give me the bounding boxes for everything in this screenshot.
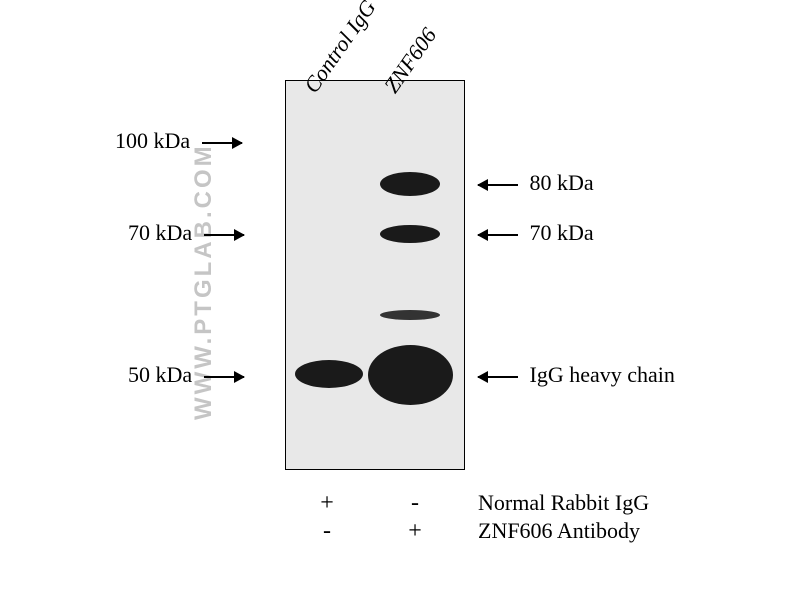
mw-right-igg: IgG heavy chain <box>478 362 675 388</box>
band-faint <box>380 310 440 320</box>
cond-r2c1: - <box>312 518 342 545</box>
cond-r1c1: + <box>312 490 342 517</box>
mw-left-100-label: 100 kDa <box>115 128 190 153</box>
band-igg-heavy-lane2 <box>368 345 453 405</box>
mw-right-70-label: 70 kDa <box>530 220 594 245</box>
arrow-icon <box>204 376 244 378</box>
cond-r2-label: ZNF606 Antibody <box>478 518 640 544</box>
western-blot-figure: WWW.PTGLAB.COM Control IgG ZNF606 100 kD… <box>0 0 800 600</box>
arrow-icon <box>204 234 244 236</box>
mw-left-100: 100 kDa <box>115 128 242 154</box>
cond-r1-label: Normal Rabbit IgG <box>478 490 649 516</box>
band-80kda <box>380 172 440 196</box>
band-igg-heavy-lane1 <box>295 360 363 388</box>
mw-left-70-label: 70 kDa <box>128 220 192 245</box>
mw-left-50-label: 50 kDa <box>128 362 192 387</box>
arrow-icon <box>478 234 518 236</box>
blot-membrane <box>285 80 465 470</box>
arrow-icon <box>478 184 518 186</box>
mw-left-70: 70 kDa <box>128 220 244 246</box>
cond-r1c2: - <box>400 490 430 517</box>
arrow-icon <box>478 376 518 378</box>
mw-right-80-label: 80 kDa <box>530 170 594 195</box>
arrow-icon <box>202 142 242 144</box>
mw-right-80: 80 kDa <box>478 170 594 196</box>
band-70kda <box>380 225 440 243</box>
mw-right-igg-label: IgG heavy chain <box>530 362 675 387</box>
mw-right-70: 70 kDa <box>478 220 594 246</box>
cond-r2c2: + <box>400 518 430 545</box>
mw-left-50: 50 kDa <box>128 362 244 388</box>
